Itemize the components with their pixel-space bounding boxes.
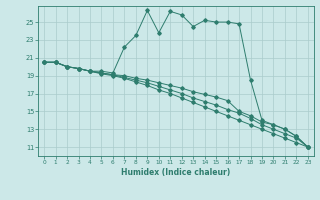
X-axis label: Humidex (Indice chaleur): Humidex (Indice chaleur) bbox=[121, 168, 231, 177]
